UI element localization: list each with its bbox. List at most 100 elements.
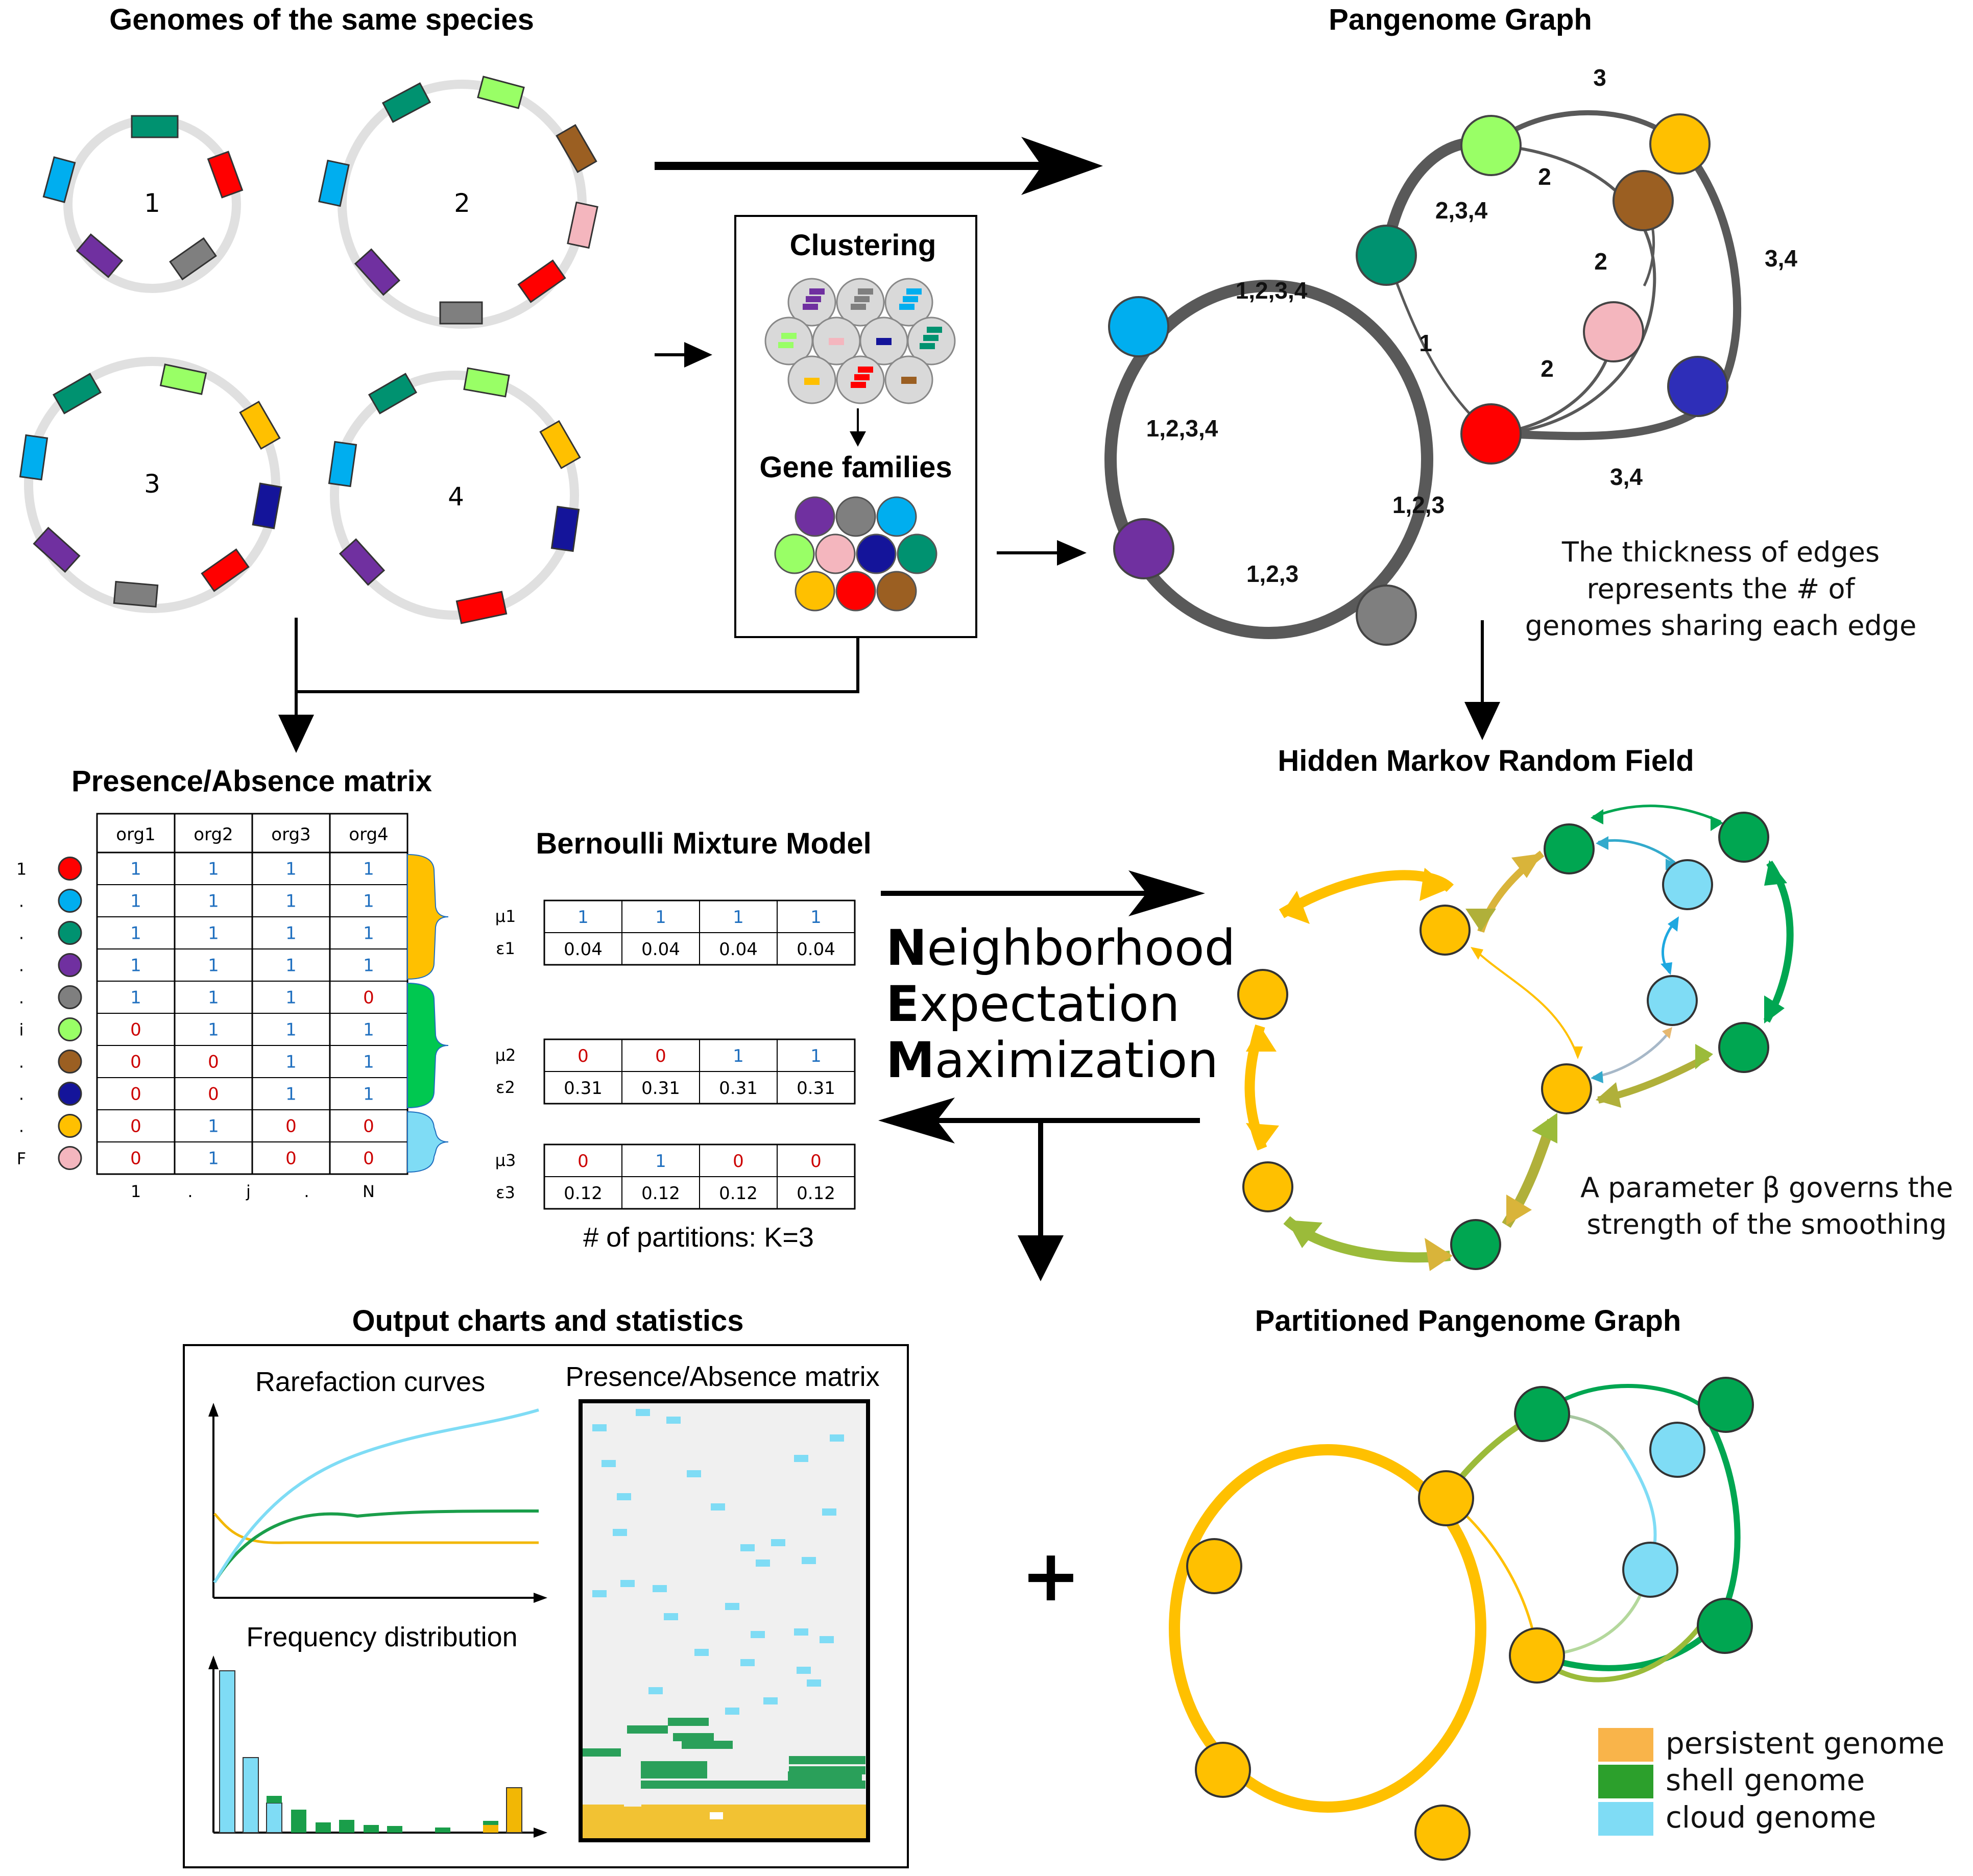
nem-line3: Maximization bbox=[886, 1032, 1218, 1089]
edge-label: 2 bbox=[1541, 355, 1554, 382]
matrix-cell: 1 bbox=[130, 891, 141, 912]
edge-label: 1,2,3,4 bbox=[1146, 415, 1218, 442]
matrix-cell: 0 bbox=[130, 1020, 141, 1040]
label-frequency: Frequency distribution bbox=[246, 1622, 517, 1652]
pa-cell-cloud bbox=[740, 1544, 755, 1551]
col-index: j bbox=[246, 1182, 251, 1201]
pa-cell-cloud bbox=[725, 1603, 739, 1610]
edge-label: 1,2,3,4 bbox=[1236, 277, 1308, 304]
note-thickness-line3: genomes sharing each edge bbox=[1525, 610, 1917, 642]
matrix-cell: 0 bbox=[130, 1116, 141, 1137]
row-index: . bbox=[19, 1085, 24, 1104]
matrix-cell: 1 bbox=[130, 859, 141, 880]
matrix-header: org4 bbox=[349, 824, 388, 845]
matrix-cell: 0 bbox=[363, 1116, 374, 1137]
mu-cell: 1 bbox=[810, 1046, 822, 1066]
pa-cell-cloud bbox=[620, 1580, 635, 1587]
genome-2: 2 bbox=[318, 76, 598, 329]
pa-cell-cloud bbox=[711, 1503, 725, 1510]
matrix-cell: 1 bbox=[363, 1020, 374, 1040]
genome-label-1: 1 bbox=[144, 188, 160, 218]
edge-label: 1,2,3 bbox=[1392, 492, 1445, 518]
pa-cell-cloud bbox=[592, 1424, 607, 1431]
output-pa-matrix bbox=[579, 1399, 870, 1842]
mu-cell: 0 bbox=[578, 1151, 589, 1172]
gene-family-dot bbox=[58, 921, 82, 945]
row-index: . bbox=[19, 1117, 24, 1136]
mu-cell: 0 bbox=[733, 1151, 744, 1172]
gene-family-dot bbox=[58, 1082, 82, 1106]
title-gene-families: Gene families bbox=[759, 451, 952, 484]
eps-cell: 0.04 bbox=[564, 939, 603, 960]
pa-cell-cloud bbox=[822, 1508, 836, 1516]
title-pa-matrix: Presence/Absence matrix bbox=[71, 765, 432, 798]
row-index: . bbox=[19, 956, 24, 976]
bmm-tables: μ1 ε1 1 1 1 1 0.04 0.04 0.04 0.04 μ2 ε2 0 0 1 1 0.31 0.31… bbox=[495, 899, 856, 1210]
mu-cell: 0 bbox=[655, 1046, 666, 1066]
title-genomes: Genomes of the same species bbox=[109, 3, 534, 36]
matrix-cell: 1 bbox=[285, 988, 297, 1008]
partition-brace bbox=[407, 854, 449, 980]
matrix-cell: 0 bbox=[285, 1116, 297, 1137]
note-beta-line2: strength of the smoothing bbox=[1586, 1208, 1946, 1240]
gene-family-dot bbox=[58, 953, 82, 977]
matrix-cell: 1 bbox=[285, 891, 297, 912]
eps-cell: 0.31 bbox=[641, 1078, 680, 1099]
edge-label: 1,2,3 bbox=[1246, 561, 1298, 587]
note-thickness-line1: The thickness of edges bbox=[1561, 536, 1880, 568]
row-index: . bbox=[19, 1053, 24, 1072]
matrix-cell: 0 bbox=[130, 1149, 141, 1169]
arrow-bmm-to-hmrf bbox=[1128, 870, 1205, 916]
pa-cell-cloud bbox=[653, 1585, 667, 1592]
mu-cell: 1 bbox=[655, 1151, 666, 1172]
arrow-hmrf-to-bmm bbox=[878, 1098, 955, 1143]
legend: persistent genome shell genome cloud gen… bbox=[1598, 1726, 1944, 1836]
pa-cell-cloud bbox=[756, 1560, 770, 1567]
rarefaction-chart bbox=[208, 1403, 547, 1603]
pa-cell-cloud bbox=[636, 1409, 650, 1416]
gene-family-dot bbox=[58, 985, 82, 1009]
mu-cell: 0 bbox=[810, 1151, 822, 1172]
gene-family-dot bbox=[58, 857, 82, 881]
pa-cell-cloud bbox=[601, 1460, 616, 1467]
legend-label-persistent: persistent genome bbox=[1666, 1726, 1944, 1761]
col-index: N bbox=[363, 1182, 375, 1201]
eps-cell: 0.12 bbox=[564, 1183, 603, 1204]
arrow-to-matrix bbox=[278, 715, 314, 753]
matrix-cell: 0 bbox=[285, 1149, 297, 1169]
hmrf-graph bbox=[1237, 805, 1794, 1271]
matrix-cell: 1 bbox=[363, 923, 374, 944]
matrix-cell: 0 bbox=[363, 1149, 374, 1169]
genome-label-4: 4 bbox=[448, 482, 464, 511]
edge-label: 1 bbox=[1419, 330, 1432, 356]
col-index: . bbox=[187, 1182, 193, 1201]
eps-cell: 0.04 bbox=[797, 939, 835, 960]
cluster-bubbles bbox=[764, 278, 956, 404]
eps-label: ε2 bbox=[496, 1078, 515, 1097]
title-clustering: Clustering bbox=[790, 229, 936, 262]
pa-cell-cloud bbox=[797, 1667, 811, 1674]
eps-cell: 0.12 bbox=[719, 1183, 758, 1204]
eps-cell: 0.04 bbox=[719, 939, 758, 960]
pa-cell-cloud bbox=[802, 1557, 816, 1564]
row-index: i bbox=[19, 1020, 24, 1040]
matrix-cell: 1 bbox=[208, 956, 219, 976]
title-bmm: Bernoulli Mixture Model bbox=[536, 827, 871, 860]
matrix-cell: 1 bbox=[208, 1149, 219, 1169]
pa-cell-shell bbox=[627, 1725, 668, 1734]
pa-cell-cloud bbox=[763, 1697, 778, 1704]
pa-cell-cloud bbox=[771, 1539, 785, 1546]
label-rarefaction: Rarefaction curves bbox=[255, 1367, 485, 1397]
matrix-cell: 1 bbox=[130, 988, 141, 1008]
matrix-cell: 1 bbox=[130, 923, 141, 944]
row-index: F bbox=[17, 1149, 26, 1168]
eps-cell: 0.31 bbox=[797, 1078, 835, 1099]
matrix-cell: 1 bbox=[363, 891, 374, 912]
pa-cell-cloud bbox=[740, 1659, 755, 1666]
edge-label: 3,4 bbox=[1610, 464, 1643, 490]
pa-cell-cloud bbox=[617, 1493, 631, 1500]
legend-swatch-shell bbox=[1598, 1765, 1653, 1798]
note-thickness-line2: represents the # of bbox=[1586, 573, 1856, 605]
